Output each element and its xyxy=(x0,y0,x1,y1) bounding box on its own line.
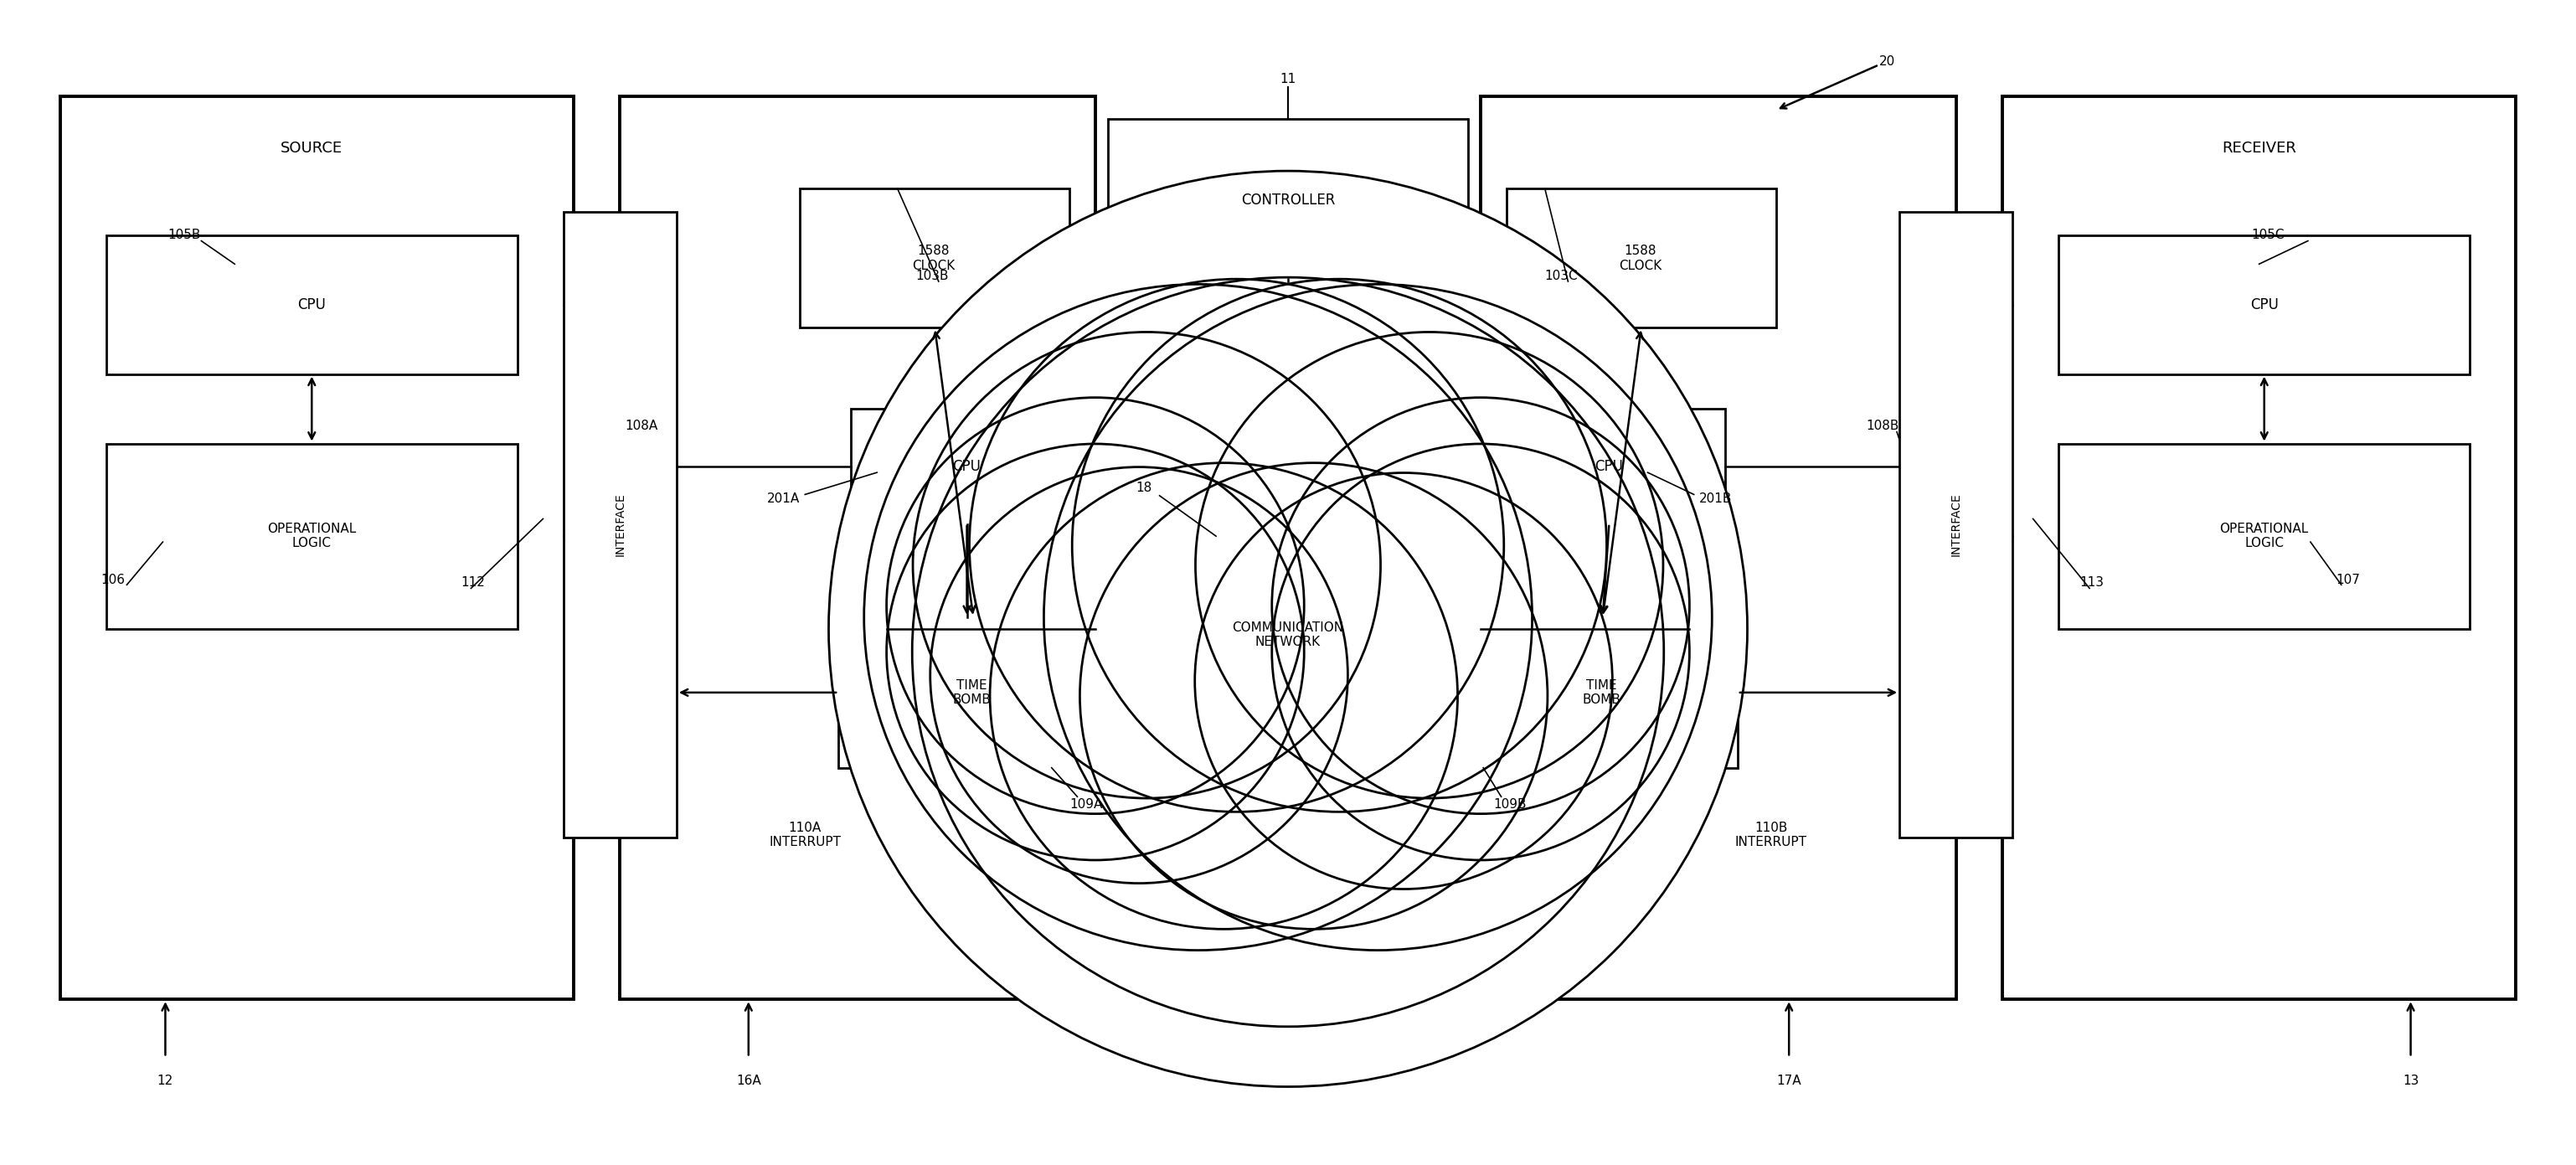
Bar xyxy=(106,444,518,629)
Text: 17A: 17A xyxy=(1777,1074,1801,1087)
Text: SOURCE: SOURCE xyxy=(281,141,343,156)
Text: TIME
BOMB: TIME BOMB xyxy=(1582,679,1620,706)
Ellipse shape xyxy=(1195,332,1664,798)
Text: RECEIVER: RECEIVER xyxy=(2223,141,2295,156)
Text: 105C: 105C xyxy=(2251,228,2285,241)
Bar xyxy=(1507,189,1775,327)
Ellipse shape xyxy=(1043,284,1713,951)
Ellipse shape xyxy=(829,171,1747,1087)
Text: INTERFACE: INTERFACE xyxy=(613,493,626,557)
Text: 16A: 16A xyxy=(737,1074,760,1087)
Text: 18: 18 xyxy=(1136,481,1151,494)
Text: 11: 11 xyxy=(1280,72,1296,85)
Ellipse shape xyxy=(886,444,1303,860)
Bar xyxy=(59,97,574,1000)
Text: CPU: CPU xyxy=(953,459,981,474)
Text: CPU: CPU xyxy=(1595,459,1623,474)
Text: CONTROLLER: CONTROLLER xyxy=(1242,193,1334,207)
Ellipse shape xyxy=(1195,473,1613,889)
Bar xyxy=(1494,409,1726,524)
Bar xyxy=(2058,444,2470,629)
Text: 1588
CLOCK: 1588 CLOCK xyxy=(912,245,956,271)
Bar xyxy=(2002,97,2517,1000)
Text: 107: 107 xyxy=(2336,574,2360,586)
Bar xyxy=(850,409,1082,524)
Ellipse shape xyxy=(969,280,1504,812)
Bar xyxy=(621,97,1095,1000)
Text: 112: 112 xyxy=(461,577,484,588)
Bar xyxy=(564,212,677,838)
Text: CPU: CPU xyxy=(2249,297,2277,312)
Text: 20: 20 xyxy=(1878,55,1896,68)
Text: 103C: 103C xyxy=(1546,269,1579,282)
Text: 12: 12 xyxy=(157,1074,173,1087)
Text: 1588
CLOCK: 1588 CLOCK xyxy=(1618,245,1662,271)
Text: 105B: 105B xyxy=(167,228,201,241)
Text: 110A
INTERRUPT: 110A INTERRUPT xyxy=(770,821,840,848)
Ellipse shape xyxy=(1273,397,1690,814)
Bar xyxy=(1899,212,2012,838)
Ellipse shape xyxy=(1079,463,1548,930)
Ellipse shape xyxy=(912,277,1664,1026)
Ellipse shape xyxy=(863,284,1533,951)
Ellipse shape xyxy=(1273,444,1690,860)
Text: 110B
INTERRUPT: 110B INTERRUPT xyxy=(1736,821,1806,848)
Text: CPU: CPU xyxy=(299,297,327,312)
Bar xyxy=(1108,119,1468,282)
Bar xyxy=(2058,235,2470,374)
Text: 106: 106 xyxy=(100,574,126,586)
Ellipse shape xyxy=(886,397,1303,814)
Text: OPERATIONAL
LOGIC: OPERATIONAL LOGIC xyxy=(268,523,355,550)
Bar xyxy=(1481,97,1955,1000)
Ellipse shape xyxy=(930,467,1347,883)
Ellipse shape xyxy=(912,332,1381,798)
Text: 109A: 109A xyxy=(1069,798,1103,811)
Bar xyxy=(837,617,1108,768)
Text: 109B: 109B xyxy=(1494,798,1528,811)
Bar xyxy=(1468,617,1739,768)
Text: COMMUNICATION
NETWORK: COMMUNICATION NETWORK xyxy=(1231,621,1345,648)
Bar xyxy=(801,189,1069,327)
Text: 201A: 201A xyxy=(768,493,801,506)
Text: 201B: 201B xyxy=(1700,493,1731,506)
Text: 13: 13 xyxy=(2403,1074,2419,1087)
Text: INTERFACE: INTERFACE xyxy=(1950,493,1963,557)
Text: 108A: 108A xyxy=(626,419,657,432)
Bar xyxy=(106,235,518,374)
Text: 103B: 103B xyxy=(914,269,948,282)
Ellipse shape xyxy=(989,463,1458,930)
Ellipse shape xyxy=(1072,280,1607,812)
Text: 108B: 108B xyxy=(1868,419,1899,432)
Text: 113: 113 xyxy=(2079,577,2105,588)
Text: OPERATIONAL
LOGIC: OPERATIONAL LOGIC xyxy=(2221,523,2308,550)
Text: TIME
BOMB: TIME BOMB xyxy=(953,679,992,706)
